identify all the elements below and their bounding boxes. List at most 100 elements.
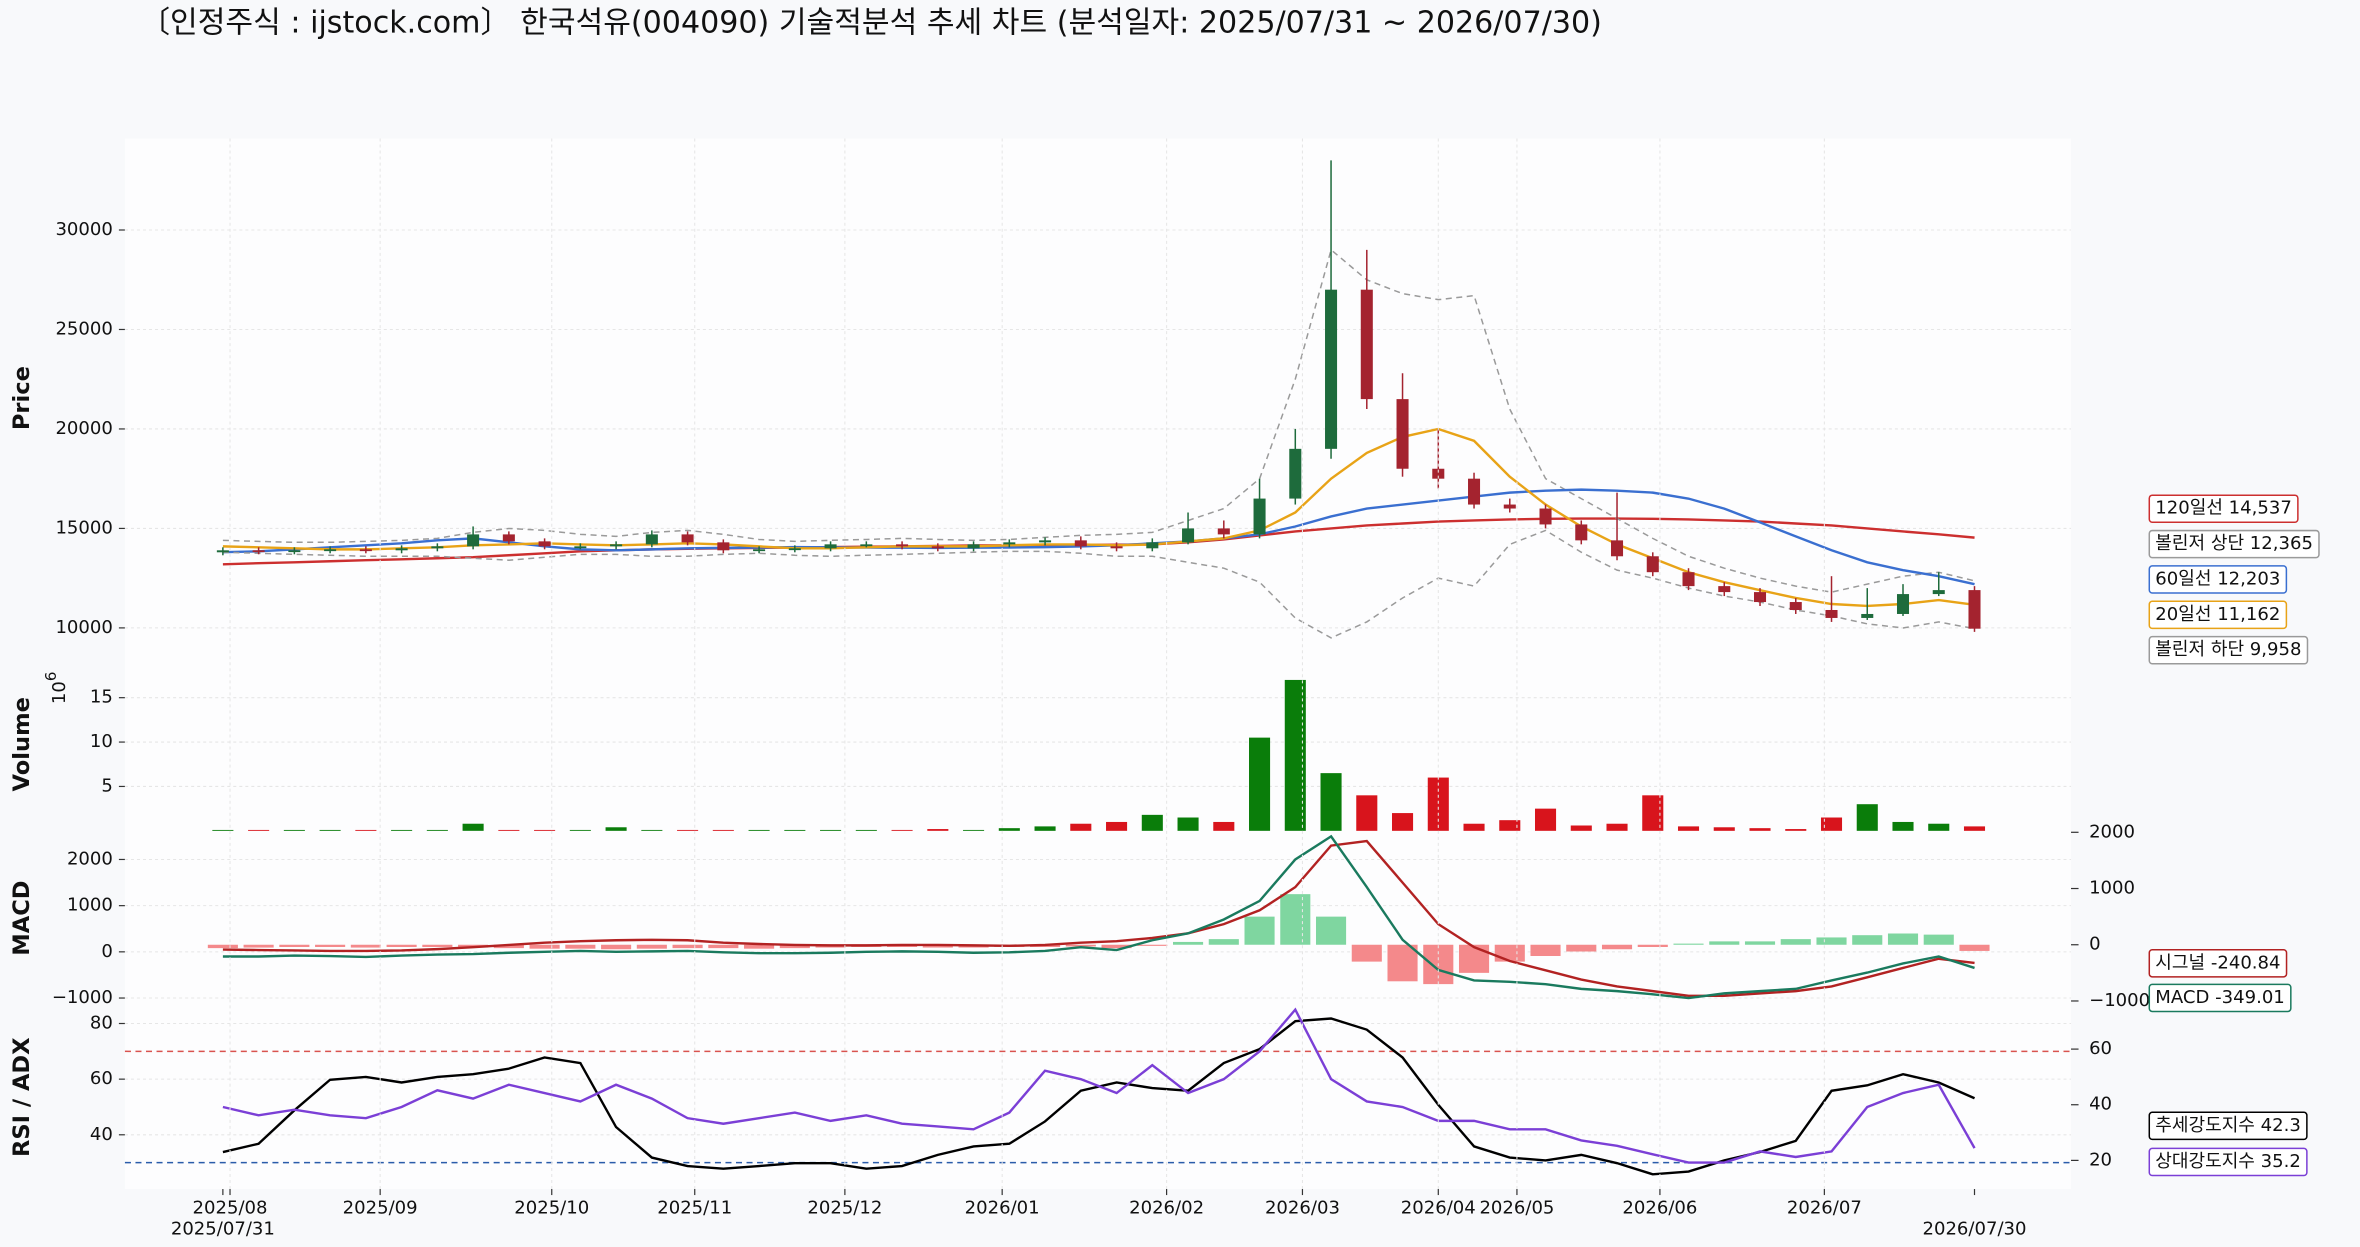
legend-box [2148, 529, 2320, 559]
volume-bar [748, 829, 770, 831]
x-tick-label: 2025/11 [657, 1198, 732, 1219]
candle-body [1646, 556, 1659, 573]
volume-bar [462, 823, 484, 831]
volume-bar [1534, 808, 1557, 831]
candle-body [1539, 508, 1552, 525]
candle-body [1896, 594, 1910, 614]
candle-body [574, 546, 587, 549]
candle-body [1146, 542, 1159, 549]
volume-bar [1892, 821, 1914, 831]
volume-bar [534, 829, 556, 831]
volume-bar [1856, 804, 1878, 831]
candle-body [1325, 289, 1338, 449]
candle-body [324, 549, 337, 552]
y-axis-label: Volume [9, 697, 35, 791]
histogram-bar [1566, 944, 1597, 952]
histogram-bar [565, 944, 596, 949]
y-axis-label: MACD [9, 881, 35, 956]
histogram-bar [1101, 944, 1132, 949]
x-tick-label: 2026/01 [965, 1198, 1040, 1219]
volume-bar [1677, 826, 1700, 831]
candle-body [645, 534, 658, 545]
series-line [222, 834, 1975, 1000]
candle-body [1718, 586, 1731, 593]
legend-label: 20일선 11,162 [2155, 604, 2280, 625]
volume-bar [1249, 737, 1271, 831]
volume-bar [1034, 826, 1056, 831]
y-tick-label: 0 [101, 941, 112, 962]
y-tick-label: 20000 [55, 418, 112, 439]
series-line [222, 1007, 1976, 1164]
volume-bar [1427, 777, 1449, 831]
candle-body [896, 544, 909, 547]
histogram-bar [493, 944, 524, 949]
candle-body [1217, 528, 1230, 535]
volume-bar [641, 829, 663, 831]
histogram-bar [779, 944, 810, 949]
candle-body [1003, 542, 1016, 545]
y-tick-label: 40 [90, 1124, 113, 1145]
candle-body [216, 550, 229, 553]
candle-body [1289, 448, 1302, 499]
y-tick-label: −1000 [52, 987, 113, 1008]
histogram-bar [207, 944, 238, 949]
y-tick-label: 15 [90, 687, 113, 708]
histogram-bar [1637, 944, 1668, 947]
volume-bar [891, 829, 913, 831]
histogram-bar [636, 944, 667, 949]
histogram-bar [279, 944, 310, 947]
volume-bar [927, 829, 949, 831]
volume-bar [712, 829, 734, 831]
volume-bar [1963, 826, 1986, 831]
histogram-bar [422, 944, 453, 947]
volume-bar [605, 827, 627, 831]
volume-bar [1070, 823, 1092, 831]
x-tick-label: 2025/08 [193, 1198, 268, 1219]
histogram-bar [1244, 916, 1275, 945]
volume-bar [212, 829, 234, 831]
y2-tick-label: 0 [2089, 934, 2100, 955]
candle-body [467, 534, 480, 547]
volume-bar [1284, 679, 1306, 831]
histogram-bar [1208, 939, 1239, 945]
offset-base: 10 [49, 681, 70, 704]
volume-bar [1606, 823, 1628, 831]
volume-bar [319, 829, 341, 831]
histogram-bar [1458, 944, 1490, 973]
histogram-bar [1780, 939, 1811, 945]
candle-body [502, 534, 515, 542]
volume-bar [998, 828, 1020, 831]
volume-bar [1713, 827, 1735, 831]
series-line [222, 248, 1975, 593]
volume-bar [1463, 823, 1485, 831]
volume-bar [1392, 813, 1414, 831]
candle-body [359, 549, 372, 552]
x-tick-label: 2025/07/31 [171, 1219, 275, 1240]
volume-bar [1106, 821, 1128, 831]
legend-box [2148, 635, 2309, 665]
volume-bar [248, 829, 270, 831]
volume-bar [1570, 825, 1592, 831]
y2-tick-label: −1000 [2089, 990, 2150, 1011]
candle-body [395, 548, 408, 551]
offset-exponent: 6 [42, 672, 60, 682]
legend-label: 시그널 -240.84 [2155, 952, 2280, 973]
chart-title: 〔인정주식 : ijstock.com〕 한국석유(004090) 기술적분석 … [140, 6, 1602, 41]
y-tick-label: 2000 [67, 848, 113, 869]
volume-bar [963, 829, 985, 831]
volume-bar [355, 829, 377, 831]
candle-body [538, 541, 551, 547]
candle-body [1039, 540, 1052, 543]
legend-label: 볼린저 상단 12,365 [2155, 533, 2313, 554]
y-tick-label: 10 [90, 731, 113, 752]
series-line [222, 529, 1975, 639]
candle-body [860, 544, 873, 547]
y2-tick-label: 1000 [2089, 878, 2135, 899]
volume-bar [1749, 828, 1771, 831]
y-tick-label: 1000 [67, 895, 113, 916]
histogram-bar [708, 944, 739, 949]
histogram-bar [386, 944, 417, 947]
volume-bar [855, 829, 877, 831]
